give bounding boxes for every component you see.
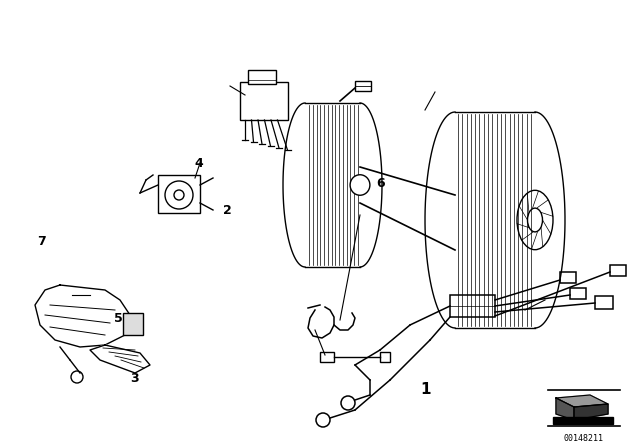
Ellipse shape: [350, 175, 370, 195]
FancyBboxPatch shape: [450, 295, 495, 317]
FancyBboxPatch shape: [380, 352, 390, 362]
Polygon shape: [553, 417, 613, 424]
Text: 2: 2: [223, 204, 232, 217]
Polygon shape: [556, 398, 574, 420]
FancyBboxPatch shape: [158, 175, 200, 213]
FancyBboxPatch shape: [123, 313, 143, 335]
Text: 1: 1: [420, 382, 431, 397]
Text: 7: 7: [37, 235, 46, 249]
Polygon shape: [556, 395, 608, 407]
Text: 3: 3: [130, 372, 139, 385]
FancyBboxPatch shape: [248, 70, 276, 84]
FancyBboxPatch shape: [610, 265, 626, 276]
FancyBboxPatch shape: [240, 82, 288, 120]
Text: 6: 6: [376, 177, 385, 190]
Text: 00148211: 00148211: [564, 434, 604, 443]
FancyBboxPatch shape: [355, 81, 371, 91]
FancyBboxPatch shape: [595, 296, 613, 309]
Text: 4: 4: [194, 157, 203, 170]
FancyBboxPatch shape: [320, 352, 334, 362]
Polygon shape: [90, 345, 150, 373]
Text: 5: 5: [114, 311, 123, 325]
Polygon shape: [574, 404, 608, 420]
Polygon shape: [35, 285, 130, 347]
FancyBboxPatch shape: [570, 288, 586, 299]
FancyBboxPatch shape: [560, 272, 576, 283]
